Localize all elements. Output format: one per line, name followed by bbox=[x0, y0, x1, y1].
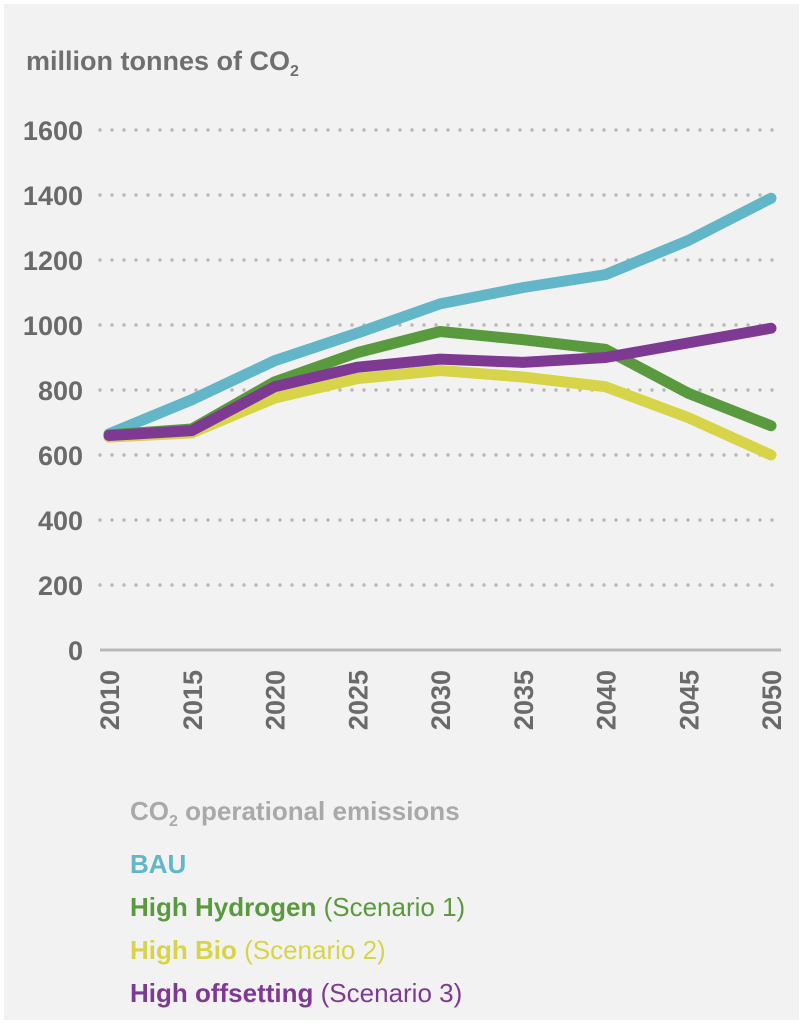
x-tick-label: 2030 bbox=[426, 670, 456, 730]
y-tick-label: 600 bbox=[38, 441, 83, 471]
y-axis-unit-label: million tonnes of CO2 bbox=[26, 46, 299, 81]
x-tick-label: 2010 bbox=[95, 670, 125, 730]
y-tick-label: 200 bbox=[38, 571, 83, 601]
legend-title-text: CO bbox=[130, 796, 169, 826]
x-tick-label: 2040 bbox=[592, 670, 622, 730]
legend-series-note: (Scenario 1) bbox=[316, 892, 466, 922]
legend-item-high-bio: High Bio (Scenario 2) bbox=[130, 929, 465, 972]
legend-item-bau: BAU bbox=[130, 843, 465, 886]
series-line-bau bbox=[103, 192, 777, 440]
series-line-high-offsetting bbox=[103, 322, 777, 441]
legend-series-note: (Scenario 3) bbox=[313, 978, 463, 1008]
legend-series-name: High Bio bbox=[130, 935, 237, 965]
x-tick-label: 2035 bbox=[509, 670, 539, 730]
y-axis-label-subscript: 2 bbox=[290, 63, 299, 80]
x-tick-label: 2025 bbox=[343, 670, 373, 730]
chart-panel: million tonnes of CO2 bbox=[4, 4, 799, 1020]
legend-series-name: High Hydrogen bbox=[130, 892, 317, 922]
y-axis-label-text: million tonnes of CO bbox=[26, 46, 290, 76]
legend-series-note: (Scenario 2) bbox=[236, 935, 386, 965]
legend-series-name: High offsetting bbox=[130, 978, 314, 1008]
y-tick-label: 800 bbox=[38, 376, 83, 406]
y-tick-label: 1200 bbox=[23, 246, 83, 276]
y-tick-label: 0 bbox=[68, 636, 83, 666]
y-tick-label: 1600 bbox=[23, 116, 83, 146]
y-tick-label: 1400 bbox=[23, 181, 83, 211]
x-tick-label: 2045 bbox=[674, 670, 704, 730]
x-tick-label: 2020 bbox=[261, 670, 291, 730]
x-tick-label: 2050 bbox=[757, 670, 787, 730]
legend: CO2 operational emissions BAU High Hydro… bbox=[130, 790, 465, 1015]
legend-title-rest: operational emissions bbox=[177, 796, 460, 826]
legend-series-name: BAU bbox=[130, 849, 187, 879]
y-tick-label: 400 bbox=[38, 506, 83, 536]
legend-item-high-hydrogen: High Hydrogen (Scenario 1) bbox=[130, 886, 465, 929]
legend-title-subscript: 2 bbox=[169, 813, 178, 830]
x-tick-label: 2015 bbox=[178, 670, 208, 730]
legend-item-high-offsetting: High offsetting (Scenario 3) bbox=[130, 972, 465, 1015]
legend-title: CO2 operational emissions bbox=[130, 790, 465, 843]
y-tick-label: 1000 bbox=[23, 311, 83, 341]
